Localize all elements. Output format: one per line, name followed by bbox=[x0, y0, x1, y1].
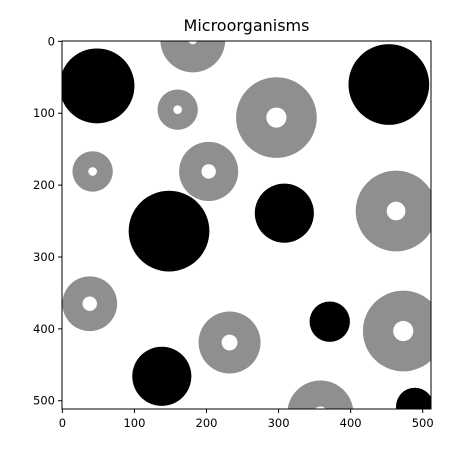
x-tick-label: 0 bbox=[59, 416, 66, 430]
ring-hole bbox=[82, 296, 97, 311]
solid-microorganism bbox=[132, 346, 192, 406]
ring-hole bbox=[266, 107, 287, 128]
ring-microorganism bbox=[157, 89, 198, 130]
axes-frame bbox=[61, 40, 432, 410]
solid-microorganism bbox=[309, 301, 350, 342]
ring-microorganism bbox=[72, 151, 113, 192]
solid-microorganism bbox=[396, 387, 431, 409]
ring-hole bbox=[314, 406, 326, 409]
ring-hole bbox=[393, 320, 414, 342]
x-tick-label: 300 bbox=[268, 416, 290, 430]
ring-hole bbox=[221, 334, 238, 351]
y-tick-label: 300 bbox=[33, 250, 55, 264]
ring-hole bbox=[88, 167, 97, 176]
x-tick-label: 500 bbox=[412, 416, 434, 430]
y-tick-label: 500 bbox=[33, 394, 55, 408]
ring-hole bbox=[386, 201, 406, 221]
ring-hole bbox=[201, 164, 216, 179]
plot-title: Microorganisms bbox=[184, 16, 310, 35]
y-tick-label: 400 bbox=[33, 322, 55, 336]
solid-microorganism bbox=[62, 48, 135, 124]
y-tick-label: 100 bbox=[33, 106, 55, 120]
ring-hole bbox=[188, 41, 197, 45]
y-tick-label: 0 bbox=[48, 34, 55, 48]
ring-microorganism bbox=[362, 290, 431, 372]
microorganisms-layer bbox=[62, 41, 431, 409]
ring-microorganism bbox=[160, 41, 226, 73]
ring-body bbox=[287, 380, 354, 409]
y-axis: 0 100 200 300 400 500 bbox=[33, 34, 62, 408]
ring-microorganism bbox=[62, 276, 118, 332]
x-tick-label: 400 bbox=[340, 416, 362, 430]
ring-microorganism bbox=[236, 77, 317, 158]
x-axis: 0 100 200 300 400 500 bbox=[59, 409, 434, 430]
solid-microorganism bbox=[348, 44, 430, 125]
x-tick-label: 200 bbox=[196, 416, 218, 430]
x-tick-label: 100 bbox=[123, 416, 145, 430]
y-tick-label: 200 bbox=[33, 178, 55, 192]
ring-microorganism bbox=[198, 311, 261, 374]
solid-microorganism bbox=[128, 190, 210, 272]
ring-microorganism bbox=[179, 141, 239, 202]
ring-hole bbox=[173, 105, 182, 114]
solid-microorganism bbox=[254, 183, 314, 243]
ring-microorganism bbox=[355, 170, 431, 252]
ring-microorganism bbox=[287, 380, 354, 409]
ring-body bbox=[160, 41, 226, 73]
